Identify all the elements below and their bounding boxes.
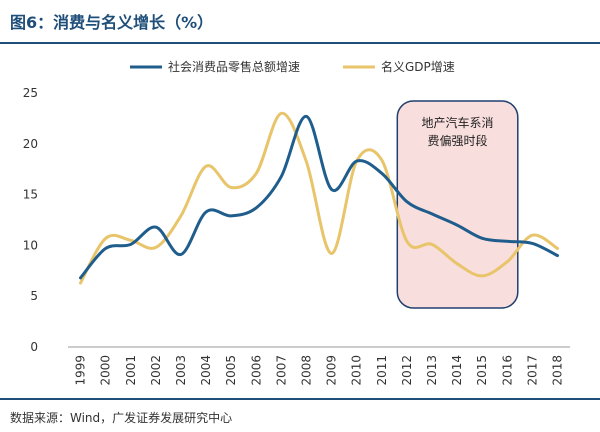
y-tick-label: 10	[23, 238, 38, 252]
source-bar: 数据来源：Wind，广发证券发展研究中心	[0, 398, 600, 432]
data-source: 数据来源：Wind，广发证券发展研究中心	[10, 411, 233, 425]
y-tick-label: 20	[23, 137, 38, 151]
x-tick-label: 2006	[249, 355, 263, 386]
legend-label: 社会消费品零售总额增速	[168, 59, 300, 74]
x-tick-label: 2000	[99, 355, 113, 386]
legend: 社会消费品零售总额增速 名义GDP增速	[130, 59, 455, 74]
x-tick-label: 2014	[450, 355, 464, 386]
x-tick-label: 2018	[550, 355, 564, 386]
series-line-gdp	[79, 111, 559, 285]
x-tick-label: 2002	[149, 355, 163, 386]
y-tick-label: 0	[30, 340, 38, 354]
x-tick-label: 2003	[174, 355, 188, 386]
series-layer	[79, 111, 559, 285]
annotation-line1: 地产汽车系消	[422, 115, 494, 130]
y-tick-label: 5	[30, 289, 38, 303]
x-tick-label: 2017	[525, 355, 539, 386]
x-tick-label: 2009	[325, 355, 339, 386]
x-tick-label: 2015	[475, 355, 489, 386]
axis-layer: 0 5 10 15 20 25 1999 2000 2001 2002 2003 2004 2005 20…	[23, 86, 570, 386]
x-tick-label: 2011	[375, 355, 389, 386]
x-tick-label: 2005	[224, 355, 238, 386]
x-tick-label: 2004	[199, 355, 213, 386]
legend-label: 名义GDP增速	[381, 59, 455, 74]
highlight-layer	[396, 100, 519, 309]
chart-title: 图6：消费与名义增长（%）	[10, 13, 214, 32]
x-tick-label: 2016	[500, 355, 514, 386]
y-tick-label: 25	[23, 86, 38, 100]
x-tick-label: 2010	[350, 355, 364, 386]
x-tick-label: 2007	[274, 355, 288, 386]
x-tick-label: 2013	[425, 355, 439, 386]
x-tick-label: 2012	[400, 355, 414, 386]
title-bar: 图6：消费与名义增长（%）	[0, 0, 600, 44]
series-line-retail	[79, 114, 559, 280]
x-tick-label: 1999	[74, 355, 88, 386]
highlight-box	[396, 100, 519, 309]
x-tick-label: 2001	[124, 355, 138, 386]
y-tick-label: 15	[23, 188, 38, 202]
annotation-line2: 费偏强时段	[428, 133, 488, 148]
x-tick-label: 2008	[299, 355, 313, 386]
